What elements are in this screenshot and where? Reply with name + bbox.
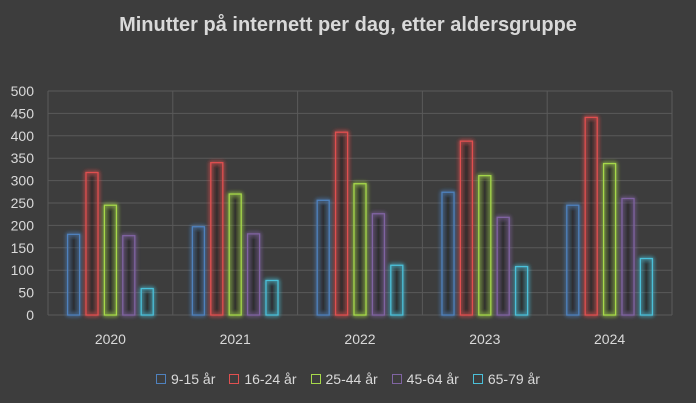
legend-swatch — [229, 374, 240, 384]
bar-2023-25-44-år — [478, 175, 492, 316]
legend-label: 9-15 år — [171, 371, 216, 387]
legend-label: 45-64 år — [406, 371, 459, 387]
legend-item-2: 25-44 år — [310, 371, 378, 387]
bar-2022-25-44-år — [353, 183, 367, 316]
bar-2022-45-64-år — [371, 213, 386, 316]
y-tick-label-50: 50 — [18, 285, 34, 301]
x-tick-label-2021: 2021 — [220, 331, 251, 347]
bar-2024-65-79-år — [639, 257, 654, 316]
chart-title: Minutter på internett per dag, etter ald… — [119, 14, 577, 36]
y-tick-label-200: 200 — [11, 217, 35, 233]
bar-2022-16-24-år — [334, 131, 349, 316]
y-tick-label-450: 450 — [11, 105, 35, 121]
bar-2021-16-24-år — [210, 162, 224, 316]
y-tick-label-0: 0 — [26, 307, 34, 323]
legend-swatch — [156, 374, 166, 384]
bar-2020-45-64-år — [122, 235, 136, 316]
bar-2020-9-15-år — [66, 233, 81, 316]
legend-item-3: 45-64 år — [391, 371, 459, 387]
x-tick-label-2020: 2020 — [95, 331, 126, 347]
y-tick-label-300: 300 — [11, 173, 35, 189]
legend-item-1: 16-24 år — [229, 371, 297, 387]
legend-swatch — [472, 374, 483, 384]
bar-2020-25-44-år — [103, 204, 118, 316]
y-tick-label-500: 500 — [11, 83, 35, 99]
x-tick-label-2022: 2022 — [344, 331, 375, 347]
y-tick-label-150: 150 — [11, 240, 35, 256]
legend-swatch — [391, 374, 402, 384]
bar-2020-16-24-år — [85, 171, 99, 316]
bar-2021-9-15-år — [191, 226, 206, 316]
bar-2024-9-15-år — [566, 204, 580, 316]
legend-label: 25-44 år — [325, 371, 378, 387]
legend-label: 16-24 år — [244, 371, 297, 387]
legend: 9-15 år 16-24 år 25-44 år 45-64 år 65-79 år — [0, 371, 696, 387]
bar-2022-65-79-år — [390, 264, 404, 316]
legend-item-4: 65-79 år — [472, 371, 540, 387]
legend-item-0: 9-15 år — [156, 371, 215, 387]
bar-2023-9-15-år — [441, 191, 455, 316]
bar-2023-65-79-år — [514, 265, 529, 316]
legend-label: 65-79 år — [487, 371, 540, 387]
bar-2024-16-24-år — [584, 116, 598, 316]
legend-swatch — [310, 374, 321, 384]
bar-2023-45-64-år — [496, 216, 510, 316]
bar-2024-25-44-år — [602, 162, 617, 316]
bar-2021-65-79-år — [265, 279, 279, 316]
bar-2021-25-44-år — [228, 193, 242, 316]
bar-2020-65-79-år — [140, 287, 154, 316]
bar-2021-45-64-år — [246, 233, 261, 316]
bar-2024-45-64-år — [621, 197, 635, 316]
x-tick-label-2024: 2024 — [594, 331, 625, 347]
x-tick-label-2023: 2023 — [469, 331, 500, 347]
y-tick-label-400: 400 — [11, 128, 35, 144]
bar-2023-16-24-år — [459, 140, 474, 316]
y-tick-label-100: 100 — [11, 262, 35, 278]
y-tick-label-350: 350 — [11, 150, 35, 166]
bar-2022-9-15-år — [316, 199, 330, 316]
y-tick-label-250: 250 — [11, 195, 35, 211]
